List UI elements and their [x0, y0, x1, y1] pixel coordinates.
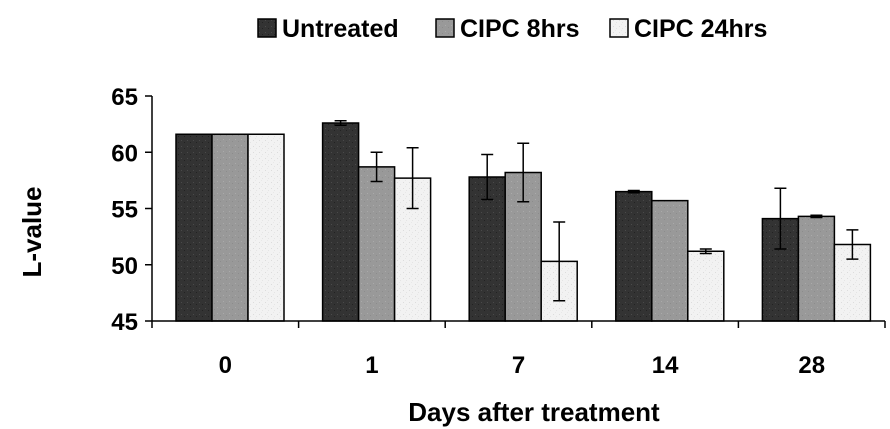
error-bar-cipc-8hrs-day-1 [370, 151, 383, 183]
bar-cipc-24hrs-day-14 [687, 250, 725, 322]
x-tick-label: 14 [652, 352, 679, 379]
bar-cipc-24hrs-day-0 [247, 133, 285, 322]
bar-untreated-day-1 [321, 122, 360, 322]
legend-swatch-untreated [257, 18, 277, 38]
error-bar-untreated-day-1 [334, 120, 347, 126]
error-bar-untreated-day-7 [481, 153, 494, 201]
legend-swatch-cipc-8hrs [435, 18, 455, 38]
error-bars [334, 120, 859, 302]
x-tick-label: 7 [512, 352, 525, 379]
legend-item-untreated: Untreated [257, 15, 399, 43]
error-bar-cipc-24hrs-day-28 [846, 229, 859, 260]
bar-cipc-8hrs-day-1 [357, 166, 396, 322]
legend-label-cipc-8hrs: CIPC 8hrs [460, 15, 579, 43]
axes [145, 95, 886, 328]
y-axis-title: L-value [17, 186, 47, 277]
legend: Untreated CIPC 8hrs CIPC 24hrs [257, 15, 767, 43]
bar-untreated-day-14 [615, 190, 653, 322]
y-tick-label: 55 [111, 197, 138, 224]
bar-cipc-8hrs-day-0 [211, 133, 249, 322]
x-tick-label: 1 [365, 352, 378, 379]
legend-swatch-cipc-24hrs [609, 18, 629, 38]
error-bar-cipc-8hrs-day-7 [517, 142, 530, 203]
error-bar-cipc-24hrs-day-1 [406, 147, 419, 210]
legend-item-cipc-8hrs: CIPC 8hrs [435, 15, 579, 43]
y-tick-label: 45 [111, 309, 138, 336]
x-axis-title: Days after treatment [408, 397, 660, 427]
error-bar-cipc-8hrs-day-28 [810, 214, 823, 219]
legend-item-cipc-24hrs: CIPC 24hrs [609, 15, 767, 43]
x-tick-labels: 0 1 7 14 28 [219, 352, 825, 379]
error-bar-untreated-day-14 [627, 189, 640, 194]
legend-label-untreated: Untreated [282, 15, 399, 43]
error-bar-untreated-day-28 [774, 187, 787, 250]
bar-cipc-8hrs-day-14 [651, 199, 689, 322]
y-tick-label: 50 [111, 253, 138, 280]
x-tick-label: 0 [219, 352, 232, 379]
error-bar-cipc-24hrs-day-14 [699, 248, 712, 255]
bar-untreated-day-0 [175, 133, 213, 322]
y-tick-label: 60 [111, 140, 138, 167]
bar-cipc-8hrs-day-28 [797, 215, 836, 322]
legend-label-cipc-24hrs: CIPC 24hrs [634, 15, 767, 43]
x-tick-label: 28 [798, 352, 825, 379]
y-tick-labels: 45 50 55 60 65 [111, 84, 138, 336]
error-bar-cipc-24hrs-day-7 [553, 221, 566, 302]
y-tick-label: 65 [111, 84, 138, 111]
